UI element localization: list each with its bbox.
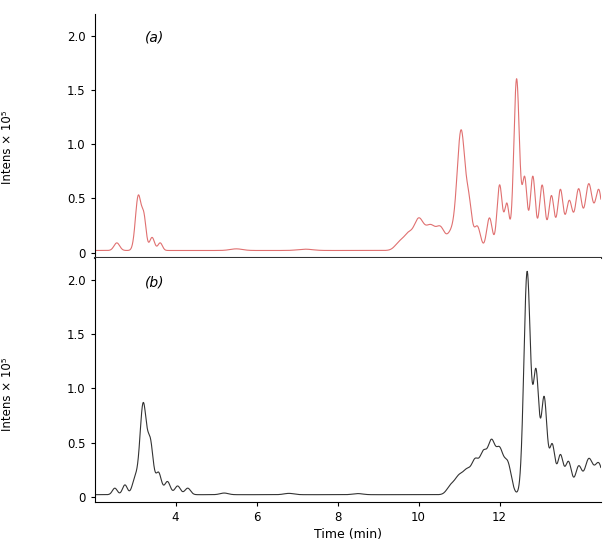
Text: (a): (a) xyxy=(145,31,165,45)
Text: Intens × 10⁵: Intens × 10⁵ xyxy=(1,110,14,184)
Text: (b): (b) xyxy=(145,275,165,289)
X-axis label: Time (min): Time (min) xyxy=(314,528,382,542)
Text: Intens × 10⁵: Intens × 10⁵ xyxy=(1,357,14,431)
